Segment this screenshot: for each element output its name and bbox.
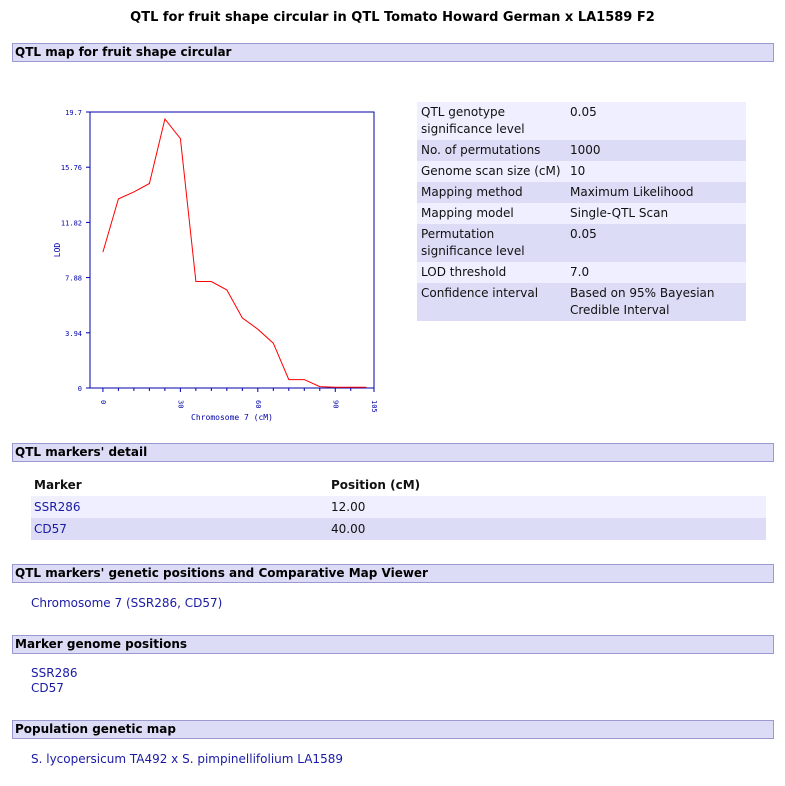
param-row: Mapping method Maximum Likelihood [417, 182, 746, 203]
param-value: 10 [566, 161, 746, 182]
param-row: Mapping model Single-QTL Scan [417, 203, 746, 224]
param-key: LOD threshold [417, 262, 566, 283]
y-tick-label: 7.88 [65, 275, 82, 283]
population-map-link[interactable]: S. lycopersicum TA492 x S. pimpinellifol… [31, 752, 343, 766]
param-value: Based on 95% Bayesian Credible Interval [566, 283, 746, 321]
plot-frame [89, 111, 375, 389]
lod-series-line [102, 117, 367, 388]
param-key: Confidence interval [417, 283, 566, 321]
param-key: Mapping method [417, 182, 566, 203]
y-tick-label: 11.82 [61, 219, 82, 227]
param-row: No. of permutations 1000 [417, 140, 746, 161]
param-row: QTL genotype significance level 0.05 [417, 102, 746, 140]
table-row: CD57 40.00 [31, 518, 766, 540]
position-cell: 40.00 [328, 518, 766, 540]
genome-marker-link-ssr286[interactable]: SSR286 [31, 666, 78, 680]
y-tick-label: 0 [78, 385, 82, 393]
position-cell: 12.00 [328, 496, 766, 518]
param-row: Permutation significance level 0.05 [417, 224, 746, 262]
y-tick-label: 19.7 [65, 109, 82, 117]
section-header-qtl-map: QTL map for fruit shape circular [12, 43, 774, 62]
param-key: Permutation significance level [417, 224, 566, 262]
y-tick-label: 3.94 [65, 330, 82, 338]
param-row: LOD threshold 7.0 [417, 262, 746, 283]
x-tick-label: 60 [254, 400, 262, 408]
param-value: 0.05 [566, 102, 746, 140]
marker-cell: SSR286 [31, 496, 328, 518]
qtl-parameters-table: QTL genotype significance level 0.05 No.… [417, 102, 746, 321]
param-value: 7.0 [566, 262, 746, 283]
markers-table-header: Marker Position (cM) [31, 474, 766, 496]
table-row: SSR286 12.00 [31, 496, 766, 518]
page-title: QTL for fruit shape circular in QTL Toma… [130, 10, 655, 25]
param-key: QTL genotype significance level [417, 102, 566, 140]
y-axis-label: LOD [53, 243, 62, 258]
genome-marker-link-cd57[interactable]: CD57 [31, 681, 64, 695]
param-key: Genome scan size (cM) [417, 161, 566, 182]
x-tick-label: 90 [331, 400, 339, 408]
param-value: Single-QTL Scan [566, 203, 746, 224]
x-tick-label: 0 [99, 400, 107, 404]
markers-table: Marker Position (cM) SSR286 12.00 CD57 4… [31, 474, 766, 540]
param-value: Maximum Likelihood [566, 182, 746, 203]
section-header-markers-detail: QTL markers' detail [12, 443, 774, 462]
x-tick-label: 105 [370, 400, 378, 413]
section-header-genome-positions: Marker genome positions [12, 635, 774, 654]
column-header-marker: Marker [34, 478, 82, 492]
param-value: 0.05 [566, 224, 746, 262]
param-row: Confidence interval Based on 95% Bayesia… [417, 283, 746, 321]
column-header-position: Position (cM) [331, 478, 421, 492]
qtl-lod-chart: 0 3.94 7.88 11.82 15.76 19.7 0 30 60 90 105 Chromos… [53, 109, 378, 422]
marker-link-cd57[interactable]: CD57 [34, 522, 67, 536]
param-row: Genome scan size (cM) 10 [417, 161, 746, 182]
y-tick-label: 15.76 [61, 164, 82, 172]
param-value: 1000 [566, 140, 746, 161]
marker-link-ssr286[interactable]: SSR286 [34, 500, 81, 514]
x-axis-label: Chromosome 7 (cM) [191, 413, 273, 422]
chromosome-map-link[interactable]: Chromosome 7 (SSR286, CD57) [31, 596, 223, 610]
section-header-population-map: Population genetic map [12, 720, 774, 739]
marker-cell: CD57 [31, 518, 328, 540]
section-header-genetic-positions: QTL markers' genetic positions and Compa… [12, 564, 774, 583]
param-key: No. of permutations [417, 140, 566, 161]
param-key: Mapping model [417, 203, 566, 224]
x-tick-label: 30 [176, 400, 184, 408]
